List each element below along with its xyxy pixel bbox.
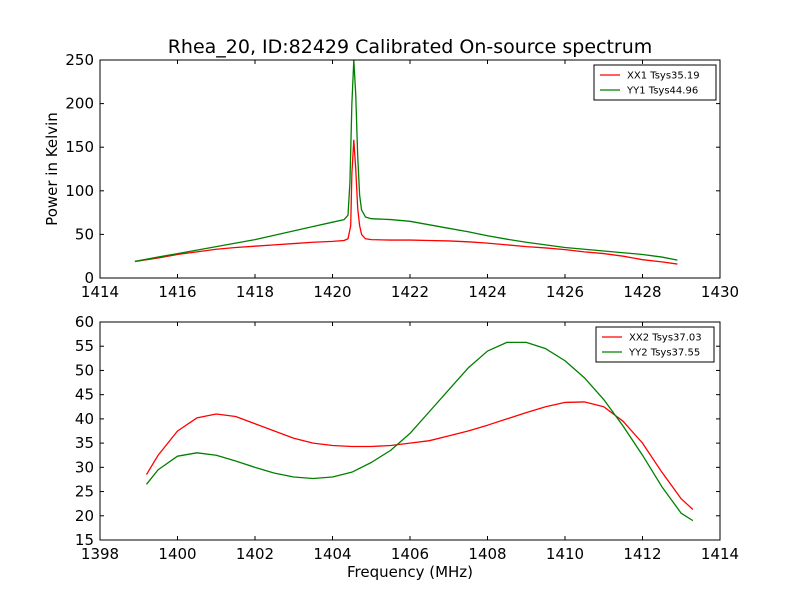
x-tick-label: 1414 [81,283,119,301]
x-tick-label: 1414 [701,545,739,563]
top-spectrum-panel: 1414 1416 1418 1420 1422 1424 1426 1428 1430 0 50 1… [43,51,739,301]
legend-entry-label: YY1 Tsys44.96 [626,86,698,97]
x-tick-label: 1408 [468,545,506,563]
x-tick-label: 1430 [701,283,739,301]
y-tick-label: 15 [75,531,94,549]
y-tick-label: 250 [65,51,94,69]
x-tick-label: 1404 [313,545,351,563]
x-tick-label: 1402 [236,545,274,563]
chart-title: Rhea_20, ID:82429 Calibrated On-source s… [168,36,653,58]
x-tick-label: 1400 [158,545,196,563]
series-line-yy2 [145,341,694,522]
legend: XX2 Tsys37.03 YY2 Tsys37.55 [595,326,715,363]
x-tick-label: 1424 [468,283,506,301]
series-line-xx1 [134,139,678,265]
y-tick-label: 50 [75,225,94,243]
legend-entry-label: XX1 Tsys35.19 [627,71,700,82]
legend-entry-label: XX2 Tsys37.03 [629,333,702,344]
x-tick-label: 1416 [158,283,196,301]
x-tick-label: 1410 [546,545,584,563]
x-tick-label: 1428 [623,283,661,301]
y-tick-label: 60 [75,313,94,331]
x-tick-label: 1406 [391,545,429,563]
y-tick-label: 20 [75,507,94,525]
y-tick-label: 25 [75,483,94,501]
y-tick-label: 200 [65,95,94,113]
y-tick-label: 30 [75,458,94,476]
y-tick-label: 45 [75,386,94,404]
x-tick-label: 1426 [546,283,584,301]
legend-entry-label: YY2 Tsys37.55 [628,348,700,359]
legend: XX1 Tsys35.19 YY1 Tsys44.96 [593,64,717,101]
x-tick-label: 1398 [81,545,119,563]
series-line-yy1 [134,60,678,263]
x-tick-label: 1420 [313,283,351,301]
legend-box [593,64,717,101]
x-axis-label: Frequency (MHz) [347,563,473,581]
y-tick-label: 55 [75,337,94,355]
series-line-xx2 [145,401,694,510]
x-tick-label: 1412 [623,545,661,563]
y-tick-label: 150 [65,138,94,156]
y-tick-label: 50 [75,361,94,379]
y-axis-label: Power in Kelvin [43,112,61,226]
y-tick-label: 35 [75,434,94,452]
y-tick-label: 40 [75,410,94,428]
legend-box [595,326,715,363]
bottom-spectrum-panel: 1398 1400 1402 1404 1406 1408 1410 1412 1414 15 20… [75,313,739,581]
x-tick-label: 1418 [236,283,274,301]
y-tick-label: 0 [84,269,94,287]
x-tick-label: 1422 [391,283,429,301]
y-tick-label: 100 [65,182,94,200]
